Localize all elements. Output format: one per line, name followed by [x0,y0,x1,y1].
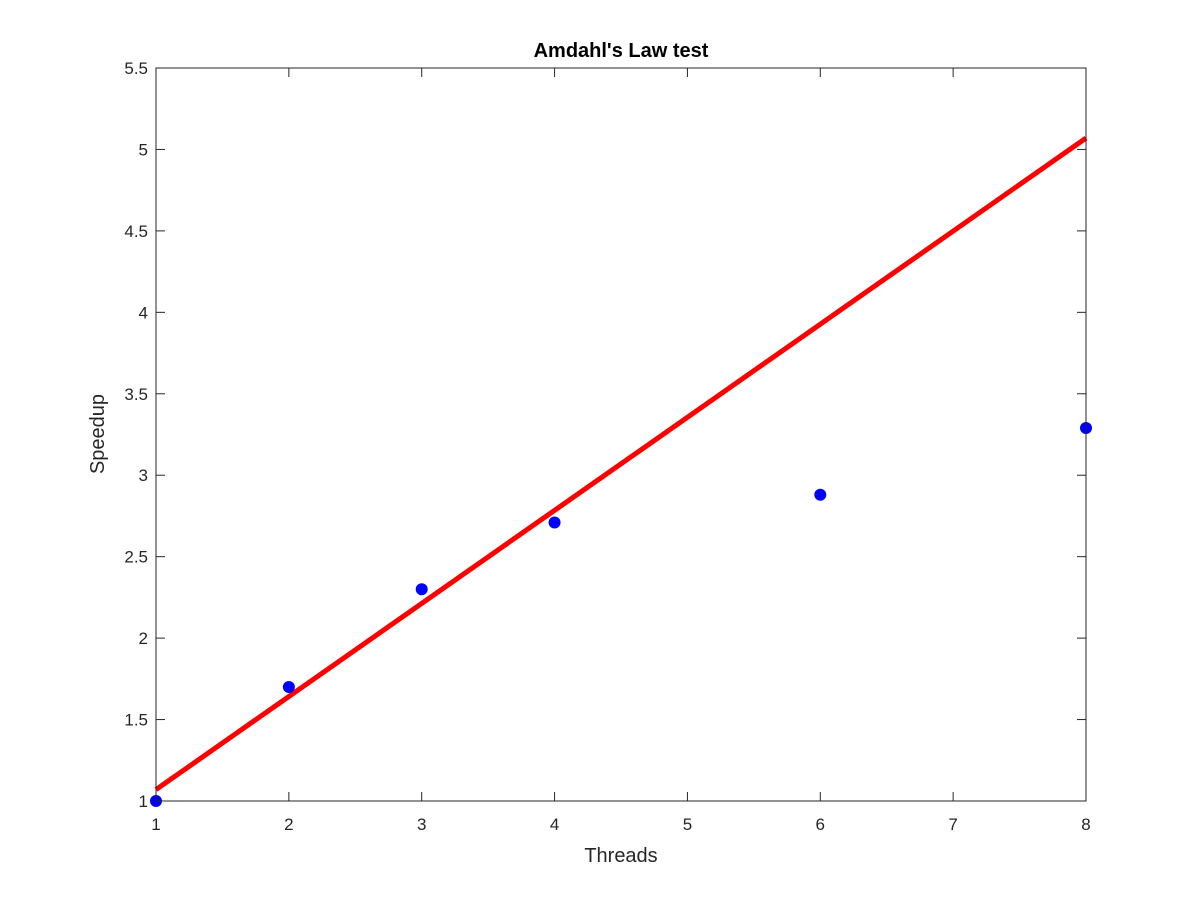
x-tick-label: 8 [1081,815,1090,834]
x-tick-label: 3 [417,815,426,834]
y-tick-label: 3 [139,466,148,485]
x-tick-label: 5 [683,815,692,834]
y-tick-label: 3.5 [124,385,148,404]
y-tick-label: 1 [139,792,148,811]
y-tick-label: 4.5 [124,222,148,241]
y-tick-label: 5.5 [124,59,148,78]
y-axis-label: Speedup [87,394,109,474]
y-tick-label: 1.5 [124,711,148,730]
y-tick-label: 2.5 [124,548,148,567]
x-axis-label: Threads [584,845,657,867]
y-tick-label: 5 [139,140,148,159]
x-tick-label: 7 [948,815,957,834]
chart-title: Amdahl's Law test [534,40,709,62]
data-point [814,488,827,501]
y-tick-label: 4 [139,303,148,322]
data-point [548,516,561,529]
x-tick-label: 4 [550,815,559,834]
labels-layer: Amdahl's Law test Threads Speedup [87,40,709,867]
y-tick-label: 2 [139,629,148,648]
plot-frame [155,67,1087,802]
x-tick-label: 1 [151,815,160,834]
fit-line [154,135,1088,792]
data-point [415,583,428,596]
x-tick-label: 6 [816,815,825,834]
x-tick-label: 2 [284,815,293,834]
data-point [282,680,295,693]
